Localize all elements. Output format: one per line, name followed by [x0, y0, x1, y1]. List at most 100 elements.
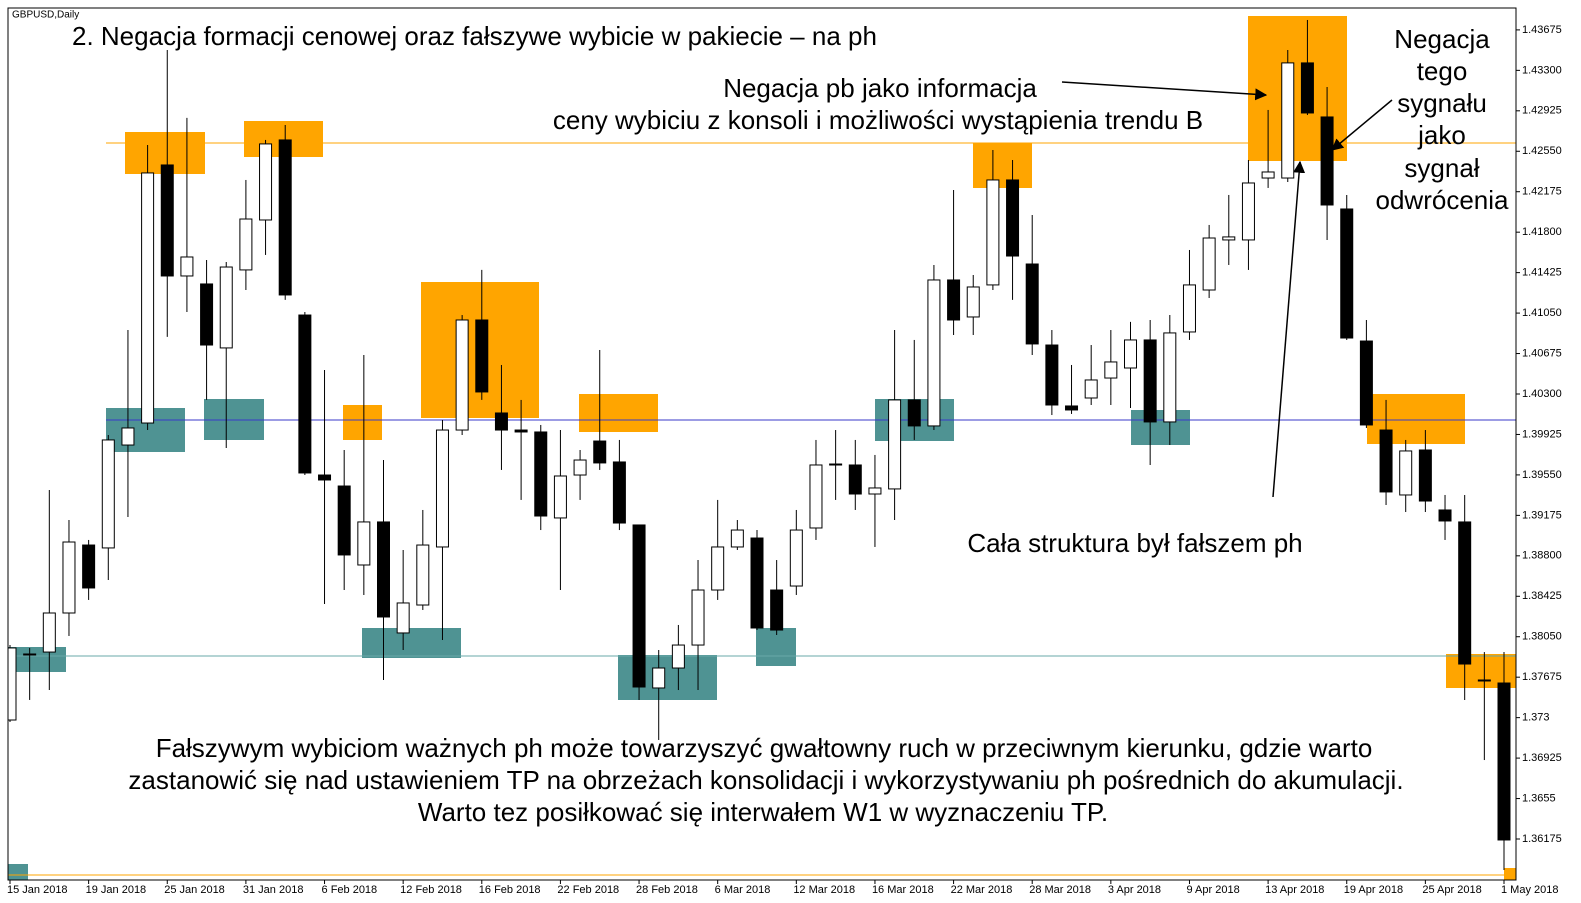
- candle-body: [357, 521, 371, 566]
- x-tick-label: 25 Jan 2018: [164, 884, 225, 896]
- candle-body: [1202, 237, 1216, 291]
- x-tick-label: 12 Feb 2018: [400, 884, 462, 896]
- y-tick-label: 1.43675: [1522, 24, 1562, 36]
- x-tick-label: 25 Apr 2018: [1422, 884, 1481, 896]
- y-tick-label: 1.39550: [1522, 469, 1562, 481]
- candle-body: [1399, 450, 1413, 496]
- annotation: tego: [1417, 56, 1468, 86]
- candle-body: [494, 412, 508, 431]
- x-tick-label: 13 Apr 2018: [1265, 884, 1324, 896]
- candle-body: [514, 429, 528, 433]
- annotation: Negacja: [1394, 24, 1490, 54]
- candle-body: [1065, 405, 1079, 411]
- candle-body: [121, 427, 135, 446]
- candle-body: [1163, 332, 1177, 423]
- x-tick-label: 1 May 2018: [1501, 884, 1558, 896]
- candle-body: [377, 521, 390, 618]
- y-tick-label: 1.39925: [1522, 428, 1562, 440]
- candle-body: [1281, 62, 1295, 179]
- candle-body: [691, 589, 705, 646]
- y-tick-label: 1.36175: [1522, 833, 1562, 845]
- annotation: zastanowić się nad ustawieniem TP na obr…: [128, 765, 1403, 795]
- supply-zone: [973, 143, 1032, 188]
- y-tick-label: 1.38050: [1522, 631, 1562, 643]
- candle-body: [573, 459, 587, 476]
- candle-body: [711, 546, 725, 591]
- candle-body: [1300, 62, 1314, 114]
- candle-body: [259, 143, 273, 221]
- y-tick-label: 1.42925: [1522, 105, 1562, 117]
- candle-body: [671, 644, 685, 669]
- y-tick-label: 1.43300: [1522, 64, 1562, 76]
- arrow: [1331, 99, 1393, 151]
- candle-body: [1261, 171, 1275, 179]
- candle-body: [1045, 344, 1059, 406]
- candle-body: [1124, 339, 1137, 369]
- y-tick-label: 1.40675: [1522, 347, 1562, 359]
- arrow: [1061, 81, 1268, 101]
- candle-body: [553, 475, 567, 519]
- candle-body: [180, 256, 194, 277]
- y-tick-label: 1.41050: [1522, 307, 1562, 319]
- y-tick-label: 1.42175: [1522, 186, 1562, 198]
- y-tick-label: 1.41800: [1522, 226, 1562, 238]
- candle-body: [809, 464, 823, 529]
- y-tick-label: 1.41425: [1522, 267, 1562, 279]
- candle-body: [1438, 509, 1452, 522]
- candle-body: [1359, 340, 1373, 426]
- y-tick-label: 1.42550: [1522, 145, 1562, 157]
- candles: [8, 19, 1511, 870]
- candle-body: [1340, 208, 1354, 339]
- x-tick-label: 28 Feb 2018: [636, 884, 698, 896]
- y-tick-label: 1.3655: [1522, 792, 1556, 804]
- x-tick-label: 15 Jan 2018: [7, 884, 68, 896]
- annotations: 2. Negacja formacji cenowej oraz fałszyw…: [72, 21, 1509, 827]
- annotation: sygnał: [1404, 153, 1479, 183]
- candle-body: [318, 474, 332, 481]
- candle-body: [416, 544, 430, 606]
- x-tick-label: 12 Mar 2018: [793, 884, 855, 896]
- annotation: Negacja pb jako informacja: [723, 73, 1037, 103]
- x-tick-label: 28 Mar 2018: [1029, 884, 1091, 896]
- candle-body: [141, 172, 155, 424]
- x-tick-label: 22 Feb 2018: [557, 884, 619, 896]
- candle-body: [612, 461, 626, 524]
- candle-body: [219, 266, 233, 349]
- candle-body: [101, 439, 115, 549]
- candle-body: [534, 431, 548, 517]
- candle-body: [1379, 429, 1393, 493]
- x-tick-label: 16 Feb 2018: [479, 884, 541, 896]
- candle-body: [632, 524, 646, 688]
- candle-body: [298, 314, 312, 474]
- x-tick-label: 6 Feb 2018: [322, 884, 378, 896]
- candle-body: [1320, 116, 1334, 206]
- candle-body: [927, 279, 941, 427]
- x-tick-label: 31 Jan 2018: [243, 884, 304, 896]
- annotation: sygnału: [1397, 88, 1487, 118]
- arrow: [1272, 160, 1306, 498]
- candle-body: [1458, 521, 1472, 665]
- candle-body: [82, 544, 96, 589]
- candle-body: [8, 647, 17, 721]
- y-tick-label: 1.373: [1522, 712, 1550, 724]
- annotation: jako: [1417, 120, 1466, 150]
- candle-body: [160, 164, 174, 277]
- y-tick-label: 1.38425: [1522, 590, 1562, 602]
- candle-body: [789, 529, 803, 587]
- y-tick-label: 1.39175: [1522, 509, 1562, 521]
- candle-body: [652, 667, 666, 689]
- x-tick-label: 3 Apr 2018: [1108, 884, 1161, 896]
- annotation: Warto tez posiłkować się interwałem W1 w…: [418, 797, 1108, 827]
- candle-body: [770, 589, 784, 631]
- candle-body: [1222, 236, 1236, 241]
- supply-zone: [343, 405, 382, 440]
- candle-body: [1006, 179, 1020, 257]
- candle-body: [986, 179, 1000, 286]
- candle-body: [907, 399, 921, 427]
- candle-body: [947, 279, 961, 321]
- candle-body: [966, 286, 980, 318]
- candle-body: [62, 541, 76, 614]
- candle-body: [239, 218, 253, 271]
- candle-body: [42, 612, 56, 653]
